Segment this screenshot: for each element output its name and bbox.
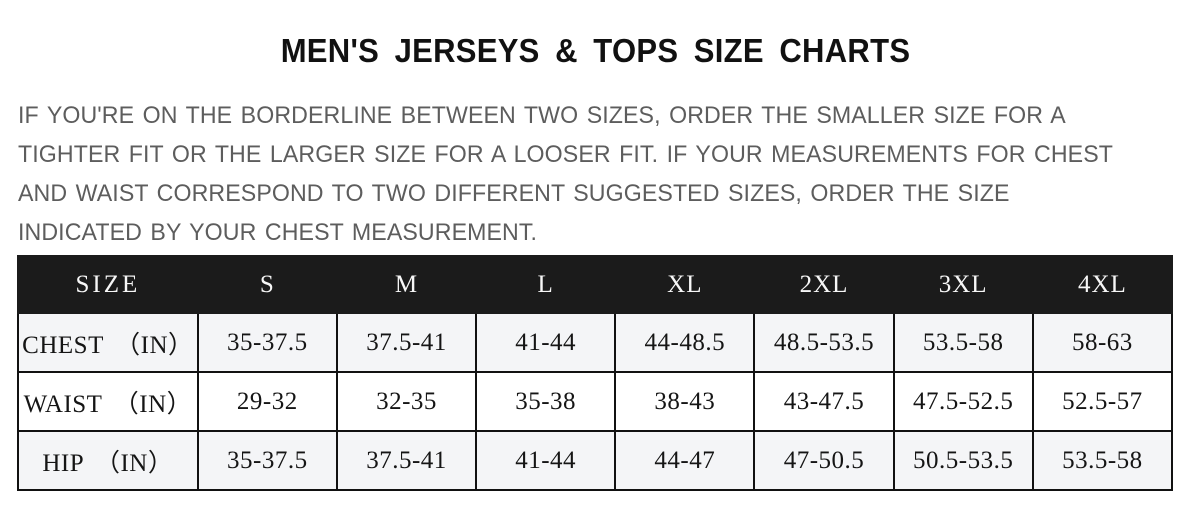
table-row: CHEST （IN） 35-37.5 37.5-41 41-44 44-48.5… — [17, 312, 1174, 373]
column-header-3xl: 3XL — [892, 255, 1034, 314]
cell-hip-s: 35-37.5 — [196, 430, 338, 491]
cell-waist-2xl: 43-47.5 — [753, 371, 895, 432]
column-header-size: SIZE — [17, 255, 199, 314]
row-label-waist: WAIST （IN） — [17, 371, 199, 432]
cell-waist-3xl: 47.5-52.5 — [892, 371, 1034, 432]
cell-hip-m: 37.5-41 — [335, 430, 478, 491]
table-header-row: SIZE S M L XL 2XL 3XL 4XL — [17, 255, 1174, 314]
column-header-l: L — [475, 255, 617, 314]
row-label-hip: HIP （IN） — [17, 430, 199, 491]
cell-chest-4xl: 58-63 — [1031, 312, 1174, 373]
cell-chest-l: 41-44 — [475, 312, 617, 373]
cell-chest-3xl: 53.5-58 — [892, 312, 1034, 373]
column-header-xl: XL — [614, 255, 756, 314]
cell-hip-3xl: 50.5-53.5 — [892, 430, 1034, 491]
cell-chest-2xl: 48.5-53.5 — [753, 312, 895, 373]
cell-hip-4xl: 53.5-58 — [1031, 430, 1174, 491]
column-header-2xl: 2XL — [753, 255, 895, 314]
size-table-container: SIZE S M L XL 2XL 3XL 4XL CHEST （IN） 35-… — [17, 255, 1174, 491]
row-label-chest: CHEST （IN） — [17, 312, 199, 373]
cell-hip-l: 41-44 — [475, 430, 617, 491]
cell-chest-xl: 44-48.5 — [614, 312, 756, 373]
cell-waist-m: 32-35 — [335, 371, 478, 432]
table-row: WAIST （IN） 29-32 32-35 35-38 38-43 43-47… — [17, 371, 1174, 432]
column-header-m: M — [335, 255, 478, 314]
table-row: HIP （IN） 35-37.5 37.5-41 41-44 44-47 47-… — [17, 430, 1174, 491]
column-header-s: S — [196, 255, 338, 314]
cell-waist-l: 35-38 — [475, 371, 617, 432]
cell-waist-4xl: 52.5-57 — [1031, 371, 1174, 432]
column-header-4xl: 4XL — [1031, 255, 1174, 314]
cell-chest-s: 35-37.5 — [196, 312, 338, 373]
sizing-instructions: IF YOU'RE ON THE BORDERLINE BETWEEN TWO … — [18, 102, 1113, 246]
cell-waist-xl: 38-43 — [614, 371, 756, 432]
page-title: MEN'S JERSEYS & TOPS SIZE CHARTS — [280, 32, 911, 69]
cell-hip-2xl: 47-50.5 — [753, 430, 895, 491]
cell-waist-s: 29-32 — [196, 371, 338, 432]
cell-hip-xl: 44-47 — [614, 430, 756, 491]
size-chart-table: SIZE S M L XL 2XL 3XL 4XL CHEST （IN） 35-… — [17, 255, 1174, 491]
cell-chest-m: 37.5-41 — [335, 312, 478, 373]
